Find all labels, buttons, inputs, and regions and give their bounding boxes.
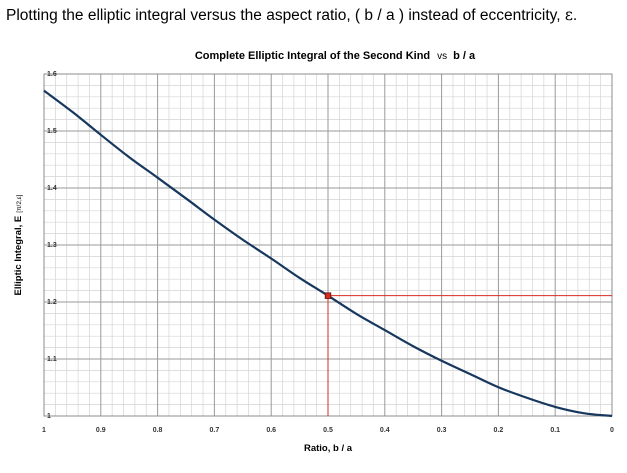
y-tick-label: 1.5 <box>47 128 57 135</box>
x-axis-label: Ratio, b / a <box>304 443 353 454</box>
x-tick-label: 0.4 <box>380 427 390 434</box>
x-tick-label: 0.6 <box>266 427 276 434</box>
y-axis-ticks: 1.6 1.5 1.4 1.3 1.2 1.1 1 <box>47 71 57 420</box>
x-tick-label: 0.5 <box>323 427 333 434</box>
epsilon-symbol: ε <box>564 6 573 24</box>
x-tick-label: 0.8 <box>153 427 163 434</box>
x-tick-label: 0.2 <box>494 427 504 434</box>
page-caption: Plotting the elliptic integral versus th… <box>6 6 578 24</box>
x-axis-ticks: 1 0.9 0.8 0.7 0.6 0.5 0.4 0.3 0.2 0.1 0 <box>42 427 614 434</box>
x-tick-label: 0.1 <box>550 427 560 434</box>
y-tick-label: 1.1 <box>47 356 57 363</box>
x-tick-label: 0.3 <box>437 427 447 434</box>
y-tick-label: 1 <box>47 413 51 420</box>
marker-guide-lines <box>327 295 612 416</box>
y-tick-label: 1.3 <box>47 242 57 249</box>
y-tick-label: 1.4 <box>47 185 57 192</box>
y-tick-label: 1.6 <box>47 71 57 78</box>
x-tick-label: 1 <box>42 427 46 434</box>
chart-title: Complete Elliptic Integral of the Second… <box>195 50 476 62</box>
x-tick-label: 0 <box>610 427 614 434</box>
y-tick-label: 1.2 <box>47 299 57 306</box>
y-axis-label: Elliptic Integral, E[π/2,ε] <box>13 194 24 295</box>
x-tick-label: 0.9 <box>96 427 106 434</box>
marker-layer <box>324 292 332 299</box>
marker-point <box>324 292 332 299</box>
x-tick-label: 0.7 <box>210 427 220 434</box>
